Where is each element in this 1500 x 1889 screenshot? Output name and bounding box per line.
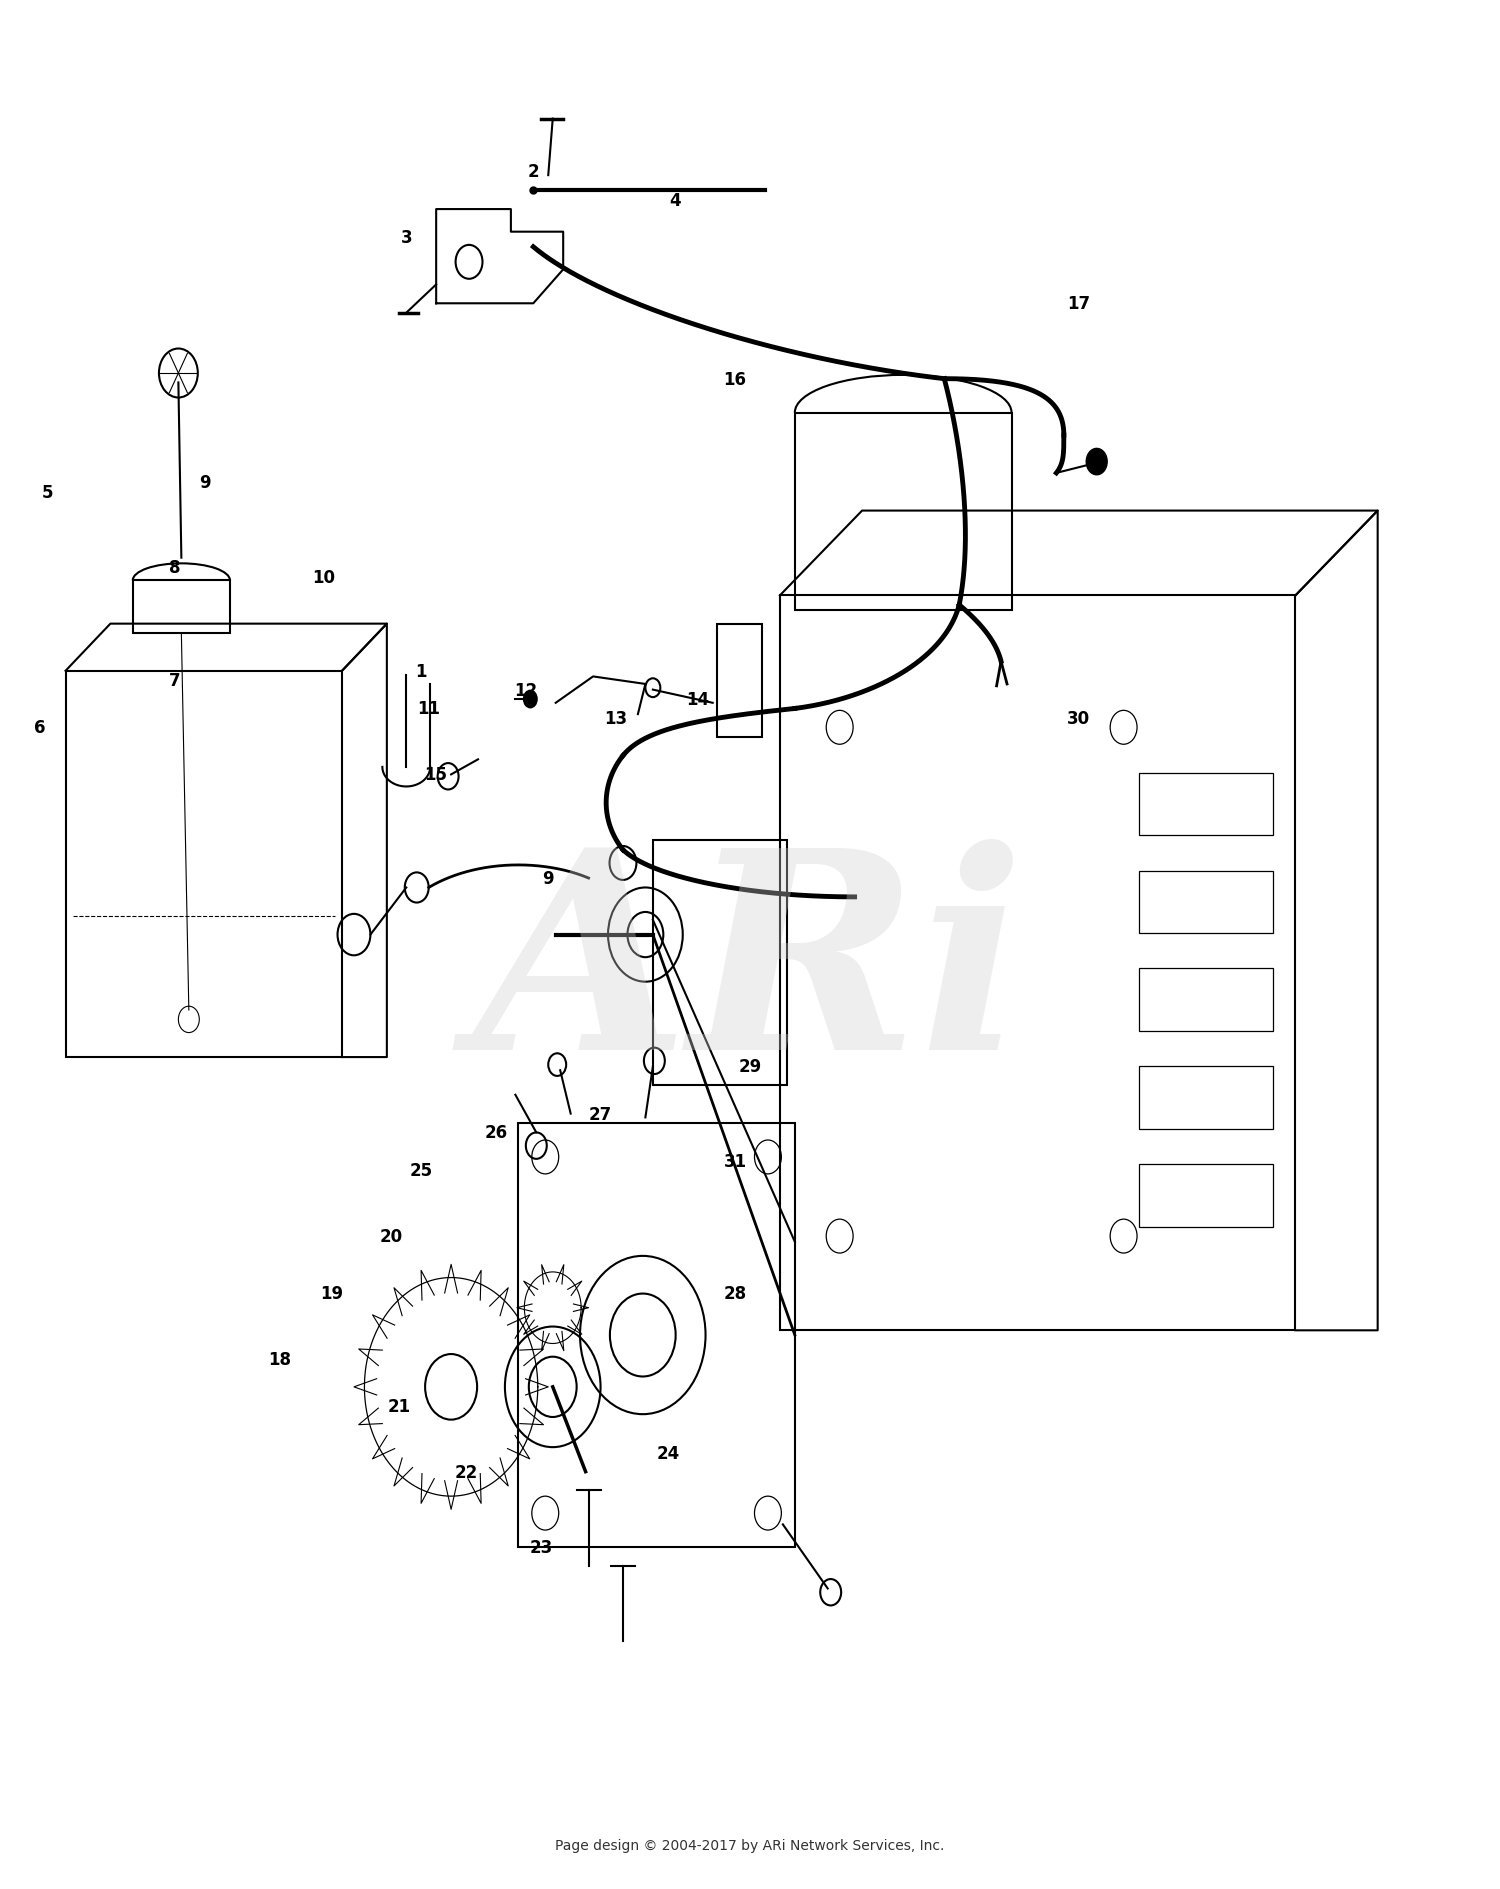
Text: 31: 31 (723, 1152, 747, 1169)
Text: 23: 23 (530, 1538, 552, 1557)
Text: 29: 29 (738, 1058, 762, 1077)
Bar (717, 623, 762, 737)
Bar (1138, 871, 1274, 933)
Bar (519, 1124, 795, 1547)
Text: 9: 9 (543, 869, 554, 888)
Text: 1: 1 (416, 663, 428, 680)
Bar (1138, 1067, 1274, 1130)
Text: 21: 21 (387, 1398, 411, 1415)
Bar (1138, 1166, 1274, 1228)
Bar (66, 671, 342, 1058)
Bar (1138, 969, 1274, 1031)
Text: 17: 17 (1066, 295, 1090, 314)
Text: 13: 13 (604, 710, 627, 727)
Text: 6: 6 (34, 720, 46, 737)
Text: 14: 14 (686, 691, 709, 708)
Text: 22: 22 (454, 1462, 477, 1481)
Text: 27: 27 (590, 1105, 612, 1122)
Text: 11: 11 (417, 701, 440, 718)
Text: 7: 7 (170, 672, 180, 689)
Text: Page design © 2004-2017 by ARi Network Services, Inc.: Page design © 2004-2017 by ARi Network S… (555, 1838, 945, 1851)
Text: 8: 8 (170, 559, 180, 576)
Circle shape (1086, 450, 1107, 476)
Text: 9: 9 (198, 474, 210, 491)
Text: 28: 28 (723, 1285, 747, 1302)
Text: 26: 26 (484, 1124, 507, 1141)
Text: ARi: ARi (474, 839, 1026, 1107)
Text: 20: 20 (380, 1228, 404, 1245)
Text: 15: 15 (424, 767, 447, 784)
Circle shape (524, 689, 538, 708)
Text: 2: 2 (528, 162, 538, 181)
Text: 5: 5 (42, 484, 54, 501)
Bar (1138, 773, 1274, 835)
Bar (795, 414, 1011, 612)
Bar (780, 597, 1296, 1330)
Text: 24: 24 (656, 1443, 680, 1462)
Text: 25: 25 (410, 1162, 434, 1179)
Text: 16: 16 (723, 370, 747, 389)
Text: 10: 10 (312, 569, 336, 586)
Text: 18: 18 (267, 1351, 291, 1368)
Text: 3: 3 (400, 229, 412, 247)
Text: 12: 12 (514, 682, 537, 699)
Bar (652, 841, 788, 1086)
Text: 4: 4 (669, 191, 681, 210)
Text: 30: 30 (1066, 710, 1090, 727)
Text: 19: 19 (320, 1285, 344, 1302)
Bar (134, 582, 230, 633)
